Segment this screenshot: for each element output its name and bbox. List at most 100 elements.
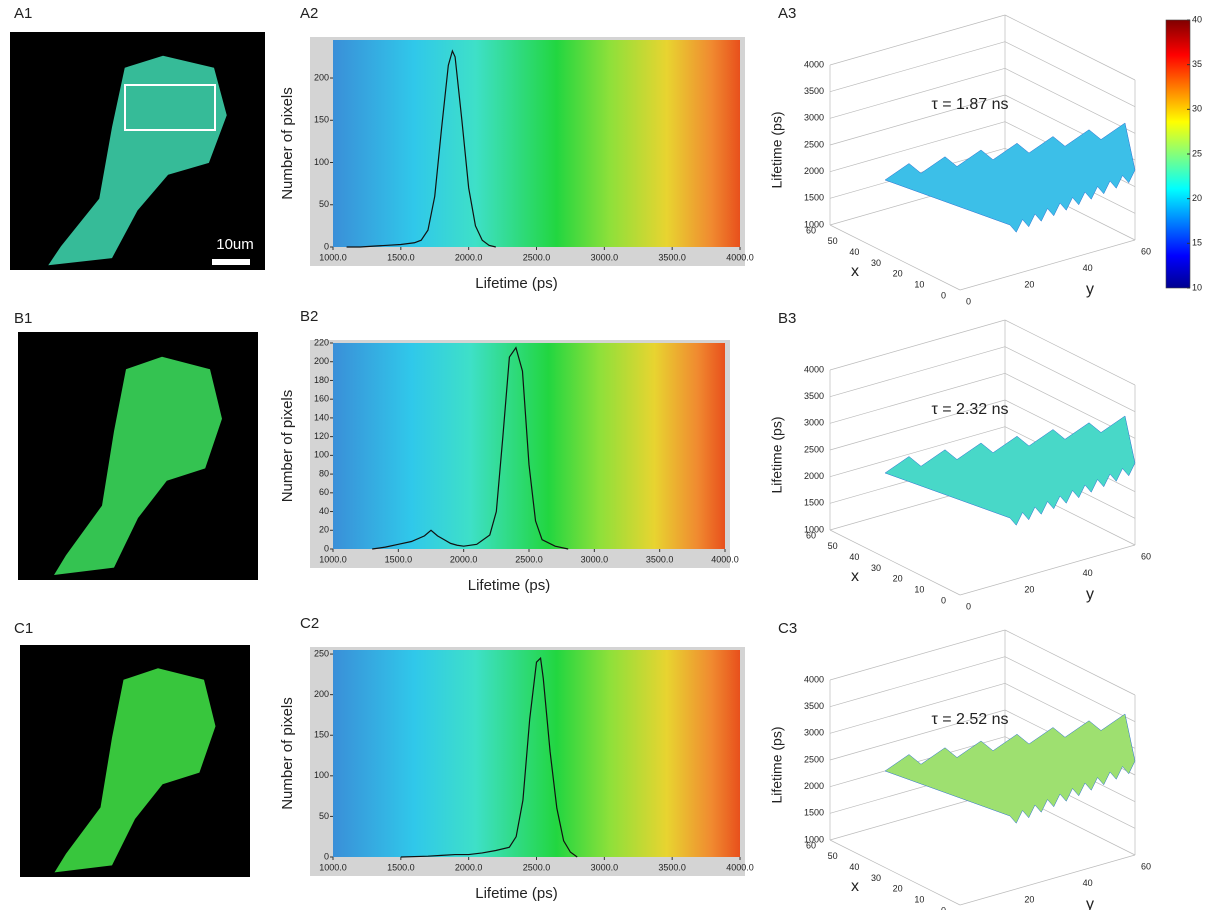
y-axis-label: y (1086, 896, 1094, 910)
y-tick-label: 20 (1024, 895, 1034, 905)
x-tick-label: 1500.0 (385, 554, 413, 564)
z-tick-label: 1500 (804, 808, 824, 818)
box-edge (1004, 14, 1136, 81)
z-tick-label: 1000 (804, 219, 824, 229)
y-tick-label: 60 (1141, 551, 1151, 561)
x-axis-label: x (851, 568, 859, 585)
x-tick-label: 4000.0 (726, 252, 754, 262)
z-tick-label: 4000 (804, 59, 824, 69)
y-tick-label: 0 (966, 601, 971, 611)
y-tick-label: 0 (324, 241, 329, 251)
z-axis-label: Lifetime (ps) (769, 726, 785, 803)
x-tick-label: 10 (914, 585, 924, 595)
z-tick-label: 3500 (804, 86, 824, 96)
cell-shape (48, 55, 227, 266)
y-tick-label: 40 (1083, 568, 1093, 578)
panel-label: C1 (14, 620, 33, 637)
x-tick-label: 4000.0 (711, 554, 739, 564)
colorbar-tick-label: 10 (1192, 282, 1202, 292)
y-tick-label: 50 (319, 811, 329, 821)
colorbar-tick-label: 30 (1192, 104, 1202, 114)
x-axis-label: x (851, 878, 859, 895)
y-axis-label: Number of pixels (279, 87, 296, 200)
lifetime-gradient (333, 343, 725, 549)
x-axis-label: x (851, 263, 859, 280)
y-tick-label: 100 (314, 770, 329, 780)
box-edge (829, 372, 1006, 424)
z-tick-label: 4000 (804, 364, 824, 374)
box-edge (829, 41, 1006, 93)
z-tick-label: 3500 (804, 701, 824, 711)
panel-label: B3 (778, 310, 796, 327)
colorbar-tick-label: 20 (1192, 193, 1202, 203)
x-tick-label: 40 (849, 552, 859, 562)
x-tick-label: 2500.0 (515, 554, 543, 564)
x-axis-label: Lifetime (ps) (468, 577, 551, 594)
cell-shape (54, 356, 222, 576)
y-tick-label: 200 (314, 72, 329, 82)
y-tick-label: 150 (314, 730, 329, 740)
x-tick-label: 40 (849, 862, 859, 872)
z-tick-label: 2000 (804, 471, 824, 481)
box-edge (1004, 319, 1136, 386)
x-tick-label: 3500.0 (658, 862, 686, 872)
box-edge (1004, 68, 1136, 134)
y-tick-label: 200 (314, 689, 329, 699)
y-tick-label: 60 (319, 487, 329, 497)
z-axis-label: Lifetime (ps) (769, 111, 785, 188)
z-tick-label: 1000 (804, 524, 824, 534)
colorbar-tick-label: 35 (1192, 59, 1202, 69)
y-tick-label: 60 (1141, 246, 1151, 256)
panel-label: B1 (14, 310, 32, 327)
box-edge (829, 224, 961, 291)
lifetime-gradient (333, 40, 740, 247)
x-tick-label: 3500.0 (646, 554, 674, 564)
panel-label: A1 (14, 5, 32, 22)
scale-bar (212, 259, 250, 265)
box-edge (829, 121, 1006, 173)
y-axis-label: y (1086, 281, 1094, 298)
histogram-line (400, 656, 578, 858)
colorbar (1165, 19, 1191, 289)
z-tick-label: 3000 (804, 728, 824, 738)
x-tick-label: 0 (941, 595, 946, 605)
z-tick-label: 1000 (804, 834, 824, 844)
box-edge (829, 839, 961, 906)
z-tick-label: 2000 (804, 166, 824, 176)
box-edge (829, 94, 1006, 146)
x-tick-label: 20 (893, 884, 903, 894)
x-tick-label: 2000.0 (455, 252, 483, 262)
roi-box (124, 84, 216, 131)
y-tick-label: 20 (319, 525, 329, 535)
x-tick-label: 1000.0 (319, 252, 347, 262)
y-tick-label: 0 (324, 543, 329, 553)
x-tick-label: 4000.0 (726, 862, 754, 872)
y-tick-label: 180 (314, 375, 329, 385)
lifetime-annotation: τ = 1.87 ns (931, 96, 1008, 113)
x-axis-label: Lifetime (ps) (475, 885, 558, 902)
z-tick-label: 2500 (804, 754, 824, 764)
panel-label: A3 (778, 5, 796, 22)
y-tick-label: 220 (314, 337, 329, 347)
z-tick-label: 3000 (804, 113, 824, 123)
y-tick-label: 0 (966, 296, 971, 306)
x-tick-label: 2000.0 (450, 554, 478, 564)
y-tick-label: 200 (314, 356, 329, 366)
z-tick-label: 4000 (804, 674, 824, 684)
colorbar-tick-label: 40 (1192, 14, 1202, 24)
x-tick-label: 3000.0 (591, 862, 619, 872)
box-edge (1004, 41, 1136, 107)
x-tick-label: 20 (893, 269, 903, 279)
panel-label: C3 (778, 620, 797, 637)
box-edge (829, 656, 1006, 708)
box-edge (829, 682, 1006, 734)
y-tick-label: 160 (314, 394, 329, 404)
z-tick-label: 2500 (804, 444, 824, 454)
x-tick-label: 10 (914, 280, 924, 290)
lifetime-surface (884, 122, 1136, 233)
x-tick-label: 30 (871, 258, 881, 268)
box-edge (829, 399, 1006, 451)
box-edge (829, 709, 1006, 761)
